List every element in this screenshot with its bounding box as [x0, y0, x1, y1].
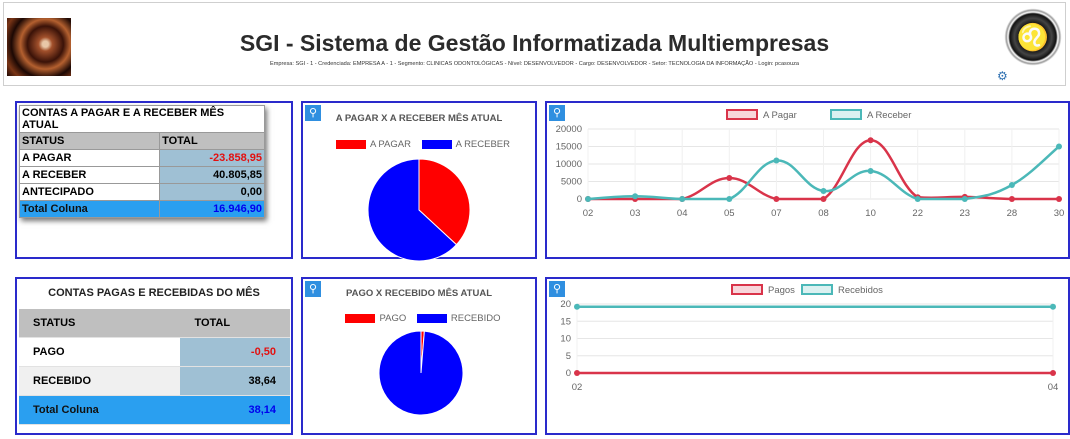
pie-chart — [367, 158, 471, 262]
search-icon[interactable]: ⚲ — [549, 105, 565, 121]
data-point — [1008, 182, 1015, 188]
y-tick-label: 20 — [560, 299, 571, 310]
table-row: PAGO -0,50 — [19, 337, 290, 367]
legend-swatch — [421, 139, 452, 149]
table-row: RECEBIDO 38,64 — [19, 366, 290, 396]
pie-chart — [378, 330, 464, 416]
line-chart: A Pagar A Receber 0 5000 10000 15000 20000 02 03… — [556, 109, 1065, 219]
col-total: TOTAL — [180, 309, 290, 338]
contas-pagas-table: STATUS TOTAL PAGO -0,50 RECEBIDO 38,64 Tota… — [19, 309, 290, 425]
gear-icon[interactable]: ⚙ — [997, 69, 1008, 83]
data-point — [820, 187, 827, 194]
legend-label: Recebidos — [838, 285, 883, 296]
legend-swatch — [726, 109, 758, 120]
legend-label: A Pagar — [763, 110, 797, 121]
col-status: STATUS — [18, 132, 161, 150]
x-tick-label: 04 — [677, 208, 688, 219]
data-point — [773, 157, 780, 164]
chart-title: PAGO X RECEBIDO MÊS ATUAL — [345, 288, 493, 299]
data-point — [961, 196, 968, 202]
data-point — [867, 137, 874, 144]
search-icon[interactable]: ⚲ — [305, 105, 321, 121]
company-logo — [7, 18, 71, 76]
y-tick-label: 5000 — [561, 177, 582, 188]
chart-legend: A PAGAR A RECEBER — [303, 139, 535, 150]
x-tick-label: 05 — [724, 208, 735, 219]
data-point — [1050, 303, 1056, 310]
panel-contas-mes: CONTAS A PAGAR E A RECEBER MÊS ATUAL STA… — [15, 101, 293, 259]
pie-slice — [378, 330, 464, 416]
panel-pie-pagar-receber: ⚲ A PAGAR X A RECEBER MÊS ATUAL A PAGAR … — [301, 101, 537, 262]
table-title: CONTAS PAGAS E RECEBIDAS DO MÊS — [48, 287, 260, 299]
table-row: A RECEBER 40.805,85 — [18, 166, 265, 184]
x-tick-label: 23 — [960, 208, 971, 219]
table-row: A PAGAR -23.858,95 — [18, 149, 265, 167]
data-point — [726, 175, 733, 181]
y-tick-label: 10 — [560, 334, 571, 345]
data-point — [679, 196, 686, 202]
pie-slice — [418, 158, 471, 246]
x-tick-label: 04 — [1048, 382, 1059, 393]
x-tick-label: 02 — [572, 382, 583, 393]
y-tick-label: 20000 — [556, 124, 582, 135]
contas-mes-table: CONTAS A PAGAR E A RECEBER MÊS ATUAL STA… — [18, 105, 265, 218]
data-point — [1056, 143, 1062, 150]
legend-swatch — [801, 284, 833, 295]
x-tick-label: 03 — [630, 208, 641, 219]
lion-logo: ♌ — [1001, 6, 1065, 68]
data-point — [632, 193, 639, 200]
table-title: CONTAS A PAGAR E A RECEBER MÊS ATUAL — [19, 105, 265, 133]
y-tick-label: 5 — [566, 351, 571, 362]
y-tick-label: 0 — [577, 194, 582, 205]
x-tick-label: 30 — [1054, 208, 1065, 219]
pie-slice — [367, 158, 458, 262]
total-row: Total Coluna 38,14 — [19, 395, 290, 425]
line-chart: Pagos Recebidos 0 5 10 15 20 02 04 — [560, 284, 1059, 393]
data-point — [867, 168, 874, 174]
header: SGI - Sistema de Gestão Informatizada Mu… — [3, 2, 1066, 86]
data-point — [1050, 370, 1056, 376]
x-tick-label: 22 — [912, 208, 923, 219]
data-point — [574, 303, 580, 310]
y-tick-label: 0 — [566, 368, 571, 379]
table-row: ANTECIPADO 0,00 — [18, 183, 265, 201]
legend-swatch — [335, 139, 366, 149]
y-tick-label: 10000 — [556, 159, 582, 170]
panel-contas-pagas: CONTAS PAGAS E RECEBIDAS DO MÊS STATUS TO… — [15, 277, 293, 435]
y-tick-label: 15 — [560, 316, 571, 327]
data-point — [820, 196, 827, 202]
panel-pie-pago-recebido: ⚲ PAGO X RECEBIDO MÊS ATUAL PAGO RECEBID… — [301, 277, 537, 435]
search-icon[interactable]: ⚲ — [549, 281, 565, 297]
col-total: TOTAL — [159, 132, 265, 150]
session-info: Empresa: SGI - 1 - Credenciada: EMPRESA … — [270, 61, 799, 67]
legend-swatch — [345, 313, 376, 323]
data-point — [574, 370, 580, 376]
x-tick-label: 07 — [771, 208, 782, 219]
legend-label: A Receber — [867, 110, 911, 121]
x-tick-label: 28 — [1007, 208, 1018, 219]
search-icon[interactable]: ⚲ — [305, 281, 321, 297]
data-point — [1008, 196, 1015, 202]
x-tick-label: 10 — [865, 208, 876, 219]
total-row: Total Coluna 16.946,90 — [18, 200, 265, 218]
page-title: SGI - Sistema de Gestão Informatizada Mu… — [239, 30, 830, 56]
data-point — [585, 196, 591, 202]
x-tick-label: 02 — [583, 208, 594, 219]
data-point — [914, 196, 921, 202]
chart-legend: PAGO RECEBIDO — [303, 313, 535, 324]
legend-swatch — [830, 109, 862, 120]
legend-label: Pagos — [768, 285, 795, 296]
legend-swatch — [731, 284, 763, 295]
data-point — [773, 196, 780, 202]
panel-line-pagar-receber: ⚲ A Pagar A Receber 0 5000 10000 15000 20000 02… — [545, 101, 1070, 259]
data-point — [1056, 196, 1062, 202]
data-point — [726, 196, 733, 202]
legend-swatch — [416, 313, 447, 323]
x-tick-label: 08 — [818, 208, 829, 219]
col-status: STATUS — [19, 309, 181, 338]
y-tick-label: 15000 — [556, 142, 582, 153]
chart-title: A PAGAR X A RECEBER MÊS ATUAL — [335, 113, 503, 124]
panel-line-pagos-recebidos: ⚲ Pagos Recebidos 0 5 10 15 20 02 04 — [545, 277, 1070, 435]
